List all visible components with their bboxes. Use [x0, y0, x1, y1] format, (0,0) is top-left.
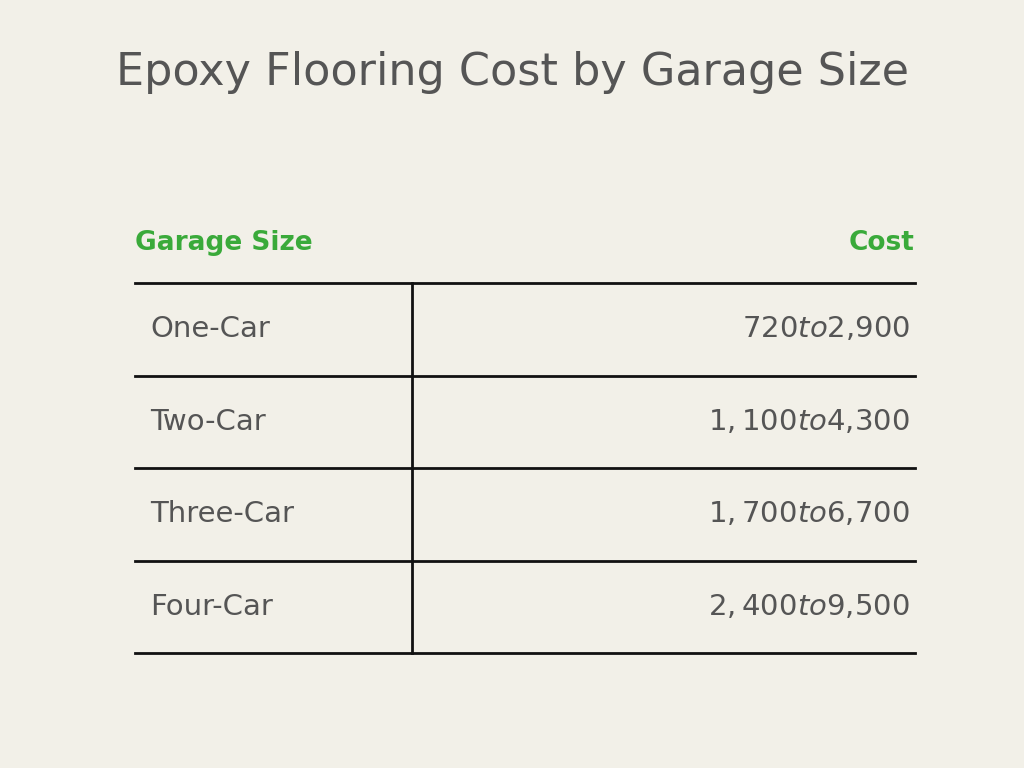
Text: $2,400 to $9,500: $2,400 to $9,500: [709, 593, 910, 621]
Text: Three-Car: Three-Car: [150, 500, 294, 528]
Text: $1,100 to $4,300: $1,100 to $4,300: [709, 408, 910, 435]
Text: One-Car: One-Car: [150, 315, 270, 343]
Text: $720 to $2,900: $720 to $2,900: [741, 315, 910, 343]
Text: Four-Car: Four-Car: [150, 593, 272, 621]
Text: $1,700 to $6,700: $1,700 to $6,700: [709, 500, 910, 528]
Text: Garage Size: Garage Size: [135, 230, 312, 256]
Text: Cost: Cost: [849, 230, 915, 256]
Text: Two-Car: Two-Car: [150, 408, 266, 435]
Text: Epoxy Flooring Cost by Garage Size: Epoxy Flooring Cost by Garage Size: [116, 51, 908, 94]
